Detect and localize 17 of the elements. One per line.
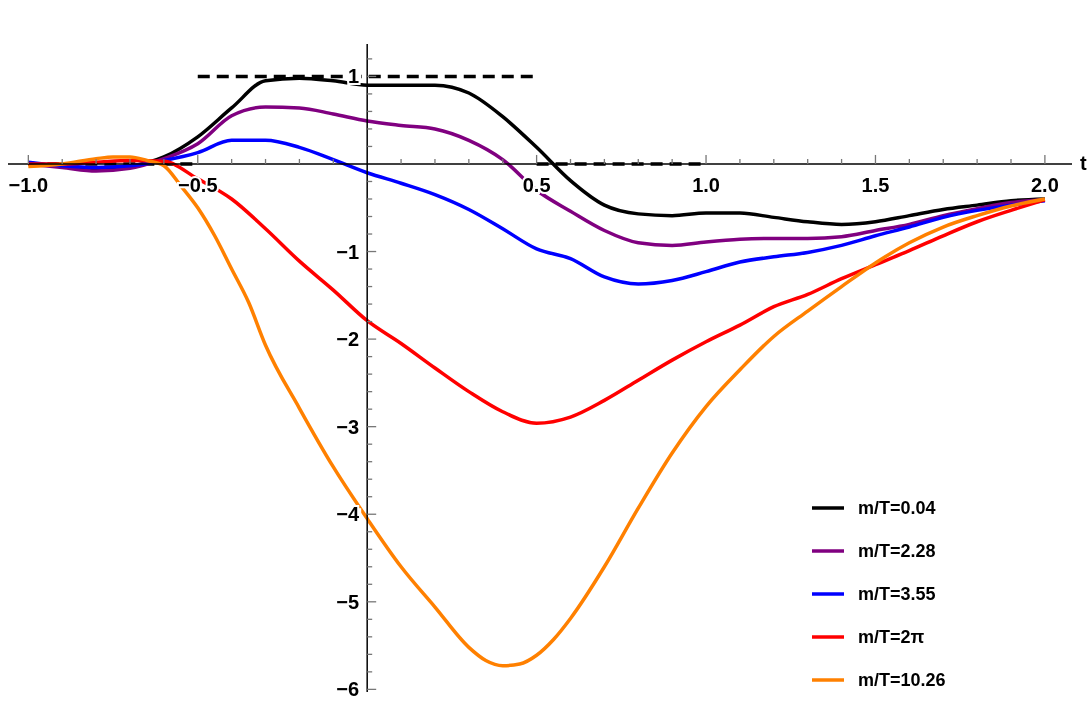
x-tick-label: 1.5 — [861, 173, 890, 196]
x-tick-label: −1.0 — [8, 173, 49, 196]
x-axis-title: t — [1080, 151, 1087, 174]
y-tick-label: −4 — [336, 503, 361, 526]
legend-label: m/T=2.28 — [858, 541, 936, 562]
y-tick-label: −6 — [336, 678, 360, 701]
y-tick-label: −2 — [336, 328, 360, 351]
y-tick-label: −5 — [336, 590, 360, 613]
legend-label: m/T=0.04 — [858, 498, 936, 519]
legend-label: m/T=3.55 — [858, 584, 936, 605]
legend-label: m/T=2π — [858, 627, 925, 648]
y-tick-label: 1 — [348, 65, 360, 88]
y-tick-label: −1 — [336, 240, 360, 263]
x-tick-label: 2.0 — [1030, 173, 1059, 196]
legend-label: m/T=10.26 — [858, 670, 946, 691]
y-tick-label: −3 — [336, 415, 360, 438]
x-tick-label: 1.0 — [692, 173, 720, 196]
